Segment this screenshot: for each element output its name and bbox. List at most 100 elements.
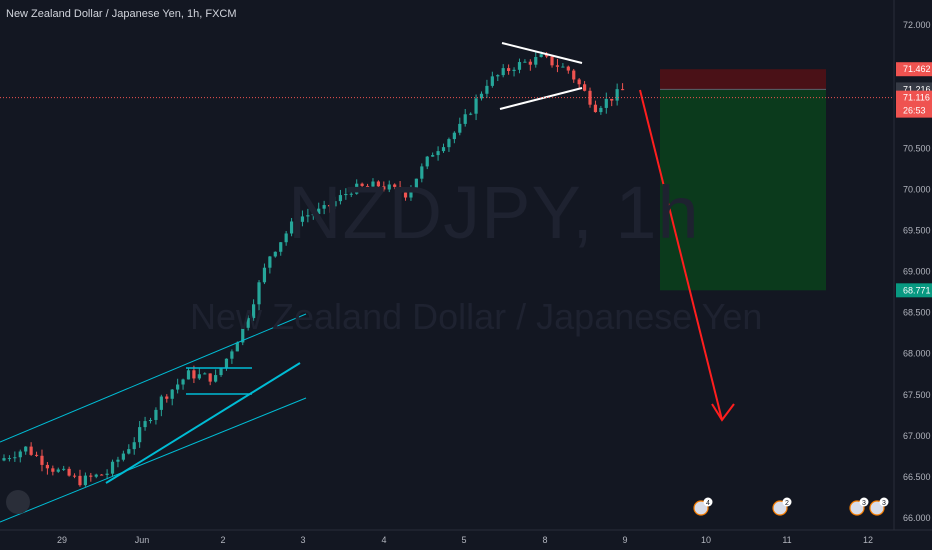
candle-body	[295, 221, 299, 223]
price-tag	[896, 283, 932, 298]
candle-body	[452, 132, 456, 140]
price-tag-label: 71.462	[903, 64, 931, 74]
time-tick-label: 10	[701, 535, 711, 545]
candle-body	[40, 455, 44, 465]
candle-body	[252, 304, 256, 319]
candle-body	[2, 458, 6, 461]
candle-body	[224, 358, 229, 369]
candle-body	[121, 453, 125, 460]
candle-body	[67, 468, 71, 476]
candle-body	[241, 327, 245, 343]
arrow-head	[711, 403, 735, 422]
price-tick-label: 70.000	[903, 184, 931, 194]
candle-body	[13, 457, 17, 459]
candle-body	[512, 69, 516, 71]
candle-body	[246, 318, 250, 328]
candle-body	[496, 75, 500, 77]
time-tick-label: 2	[220, 535, 225, 545]
time-tick-label: 5	[461, 535, 466, 545]
time-tick-label: 4	[381, 535, 386, 545]
candle-body	[83, 475, 87, 486]
candle-body	[62, 468, 66, 470]
candle-body	[572, 70, 576, 80]
candle-body	[56, 469, 60, 472]
channel-upper	[0, 313, 307, 443]
candle-body	[382, 186, 386, 190]
event-count-badge	[782, 497, 792, 507]
candle-body	[284, 233, 288, 243]
candle-body	[490, 76, 494, 86]
candle-body	[333, 201, 337, 207]
projection-arrow	[639, 89, 723, 421]
trend-line	[105, 362, 301, 484]
candle-body	[89, 475, 93, 477]
candle-body	[186, 370, 191, 380]
candle-body	[599, 107, 603, 113]
candle-body	[24, 446, 28, 452]
candle-body	[534, 57, 538, 65]
price-tick-label: 68.000	[903, 349, 931, 359]
price-tag-label: 71.216	[903, 84, 931, 94]
candle-body	[138, 427, 142, 443]
candle-body	[132, 442, 136, 450]
candle-body	[7, 458, 12, 460]
candle-series	[2, 50, 625, 487]
candle-body	[360, 183, 364, 186]
candle-body	[268, 256, 272, 268]
candle-body	[45, 464, 50, 469]
price-tick-label: 70.500	[903, 143, 931, 153]
candle-body	[447, 139, 451, 148]
candle-body	[555, 65, 560, 67]
price-tick-label: 68.500	[903, 308, 931, 318]
price-tick-label: 66.500	[903, 472, 931, 482]
candle-body	[29, 446, 33, 455]
candle-body	[539, 54, 543, 58]
candle-body	[431, 155, 435, 157]
candle-body	[72, 475, 77, 477]
candle-body	[365, 185, 370, 187]
candle-body	[306, 215, 310, 217]
candle-body	[610, 98, 614, 101]
candle-body	[338, 195, 343, 202]
candle-body	[593, 104, 598, 113]
candle-body	[289, 221, 294, 234]
price-tick-label: 69.500	[903, 225, 931, 235]
candle-body	[230, 351, 234, 359]
candle-body	[501, 68, 505, 76]
event-count-badge	[859, 497, 869, 507]
candle-body	[441, 147, 446, 152]
candle-body	[110, 461, 115, 474]
candle-body	[197, 374, 201, 379]
candle-body	[78, 475, 82, 486]
candle-body	[322, 205, 326, 209]
candle-body	[403, 192, 408, 198]
price-tag-label: 71.116	[903, 93, 930, 103]
triangle-upper	[501, 42, 583, 64]
tradingview-logo[interactable]	[6, 490, 30, 514]
candle-body	[469, 113, 473, 115]
event-count-badge	[879, 497, 889, 507]
channel-lower	[0, 397, 307, 523]
candle-body	[615, 89, 619, 101]
time-axis: 29 Jun 2 3 4 5 8 9 10 11 12 4 2 3 3	[0, 497, 932, 545]
time-tick-label: 12	[863, 535, 873, 545]
price-tag	[896, 62, 932, 77]
name-watermark: New Zealand Dollar / Japanese Yen	[190, 296, 763, 337]
candle-body	[165, 396, 169, 399]
candle-body	[485, 85, 489, 94]
candle-body	[414, 178, 418, 188]
event-count-label: 3	[862, 500, 866, 507]
stop-loss-zone	[660, 69, 826, 90]
candle-body	[420, 166, 424, 179]
candle-body	[458, 123, 462, 133]
candle-body	[550, 56, 554, 66]
candle-body	[436, 151, 440, 156]
time-tick-label: 3	[300, 535, 305, 545]
candle-body	[181, 379, 185, 385]
event-count-label: 2	[785, 500, 789, 507]
price-tick-label: 67.000	[903, 431, 931, 441]
price-tag-label: 68.771	[903, 285, 931, 295]
candle-body	[170, 389, 174, 399]
candle-body	[317, 208, 321, 214]
